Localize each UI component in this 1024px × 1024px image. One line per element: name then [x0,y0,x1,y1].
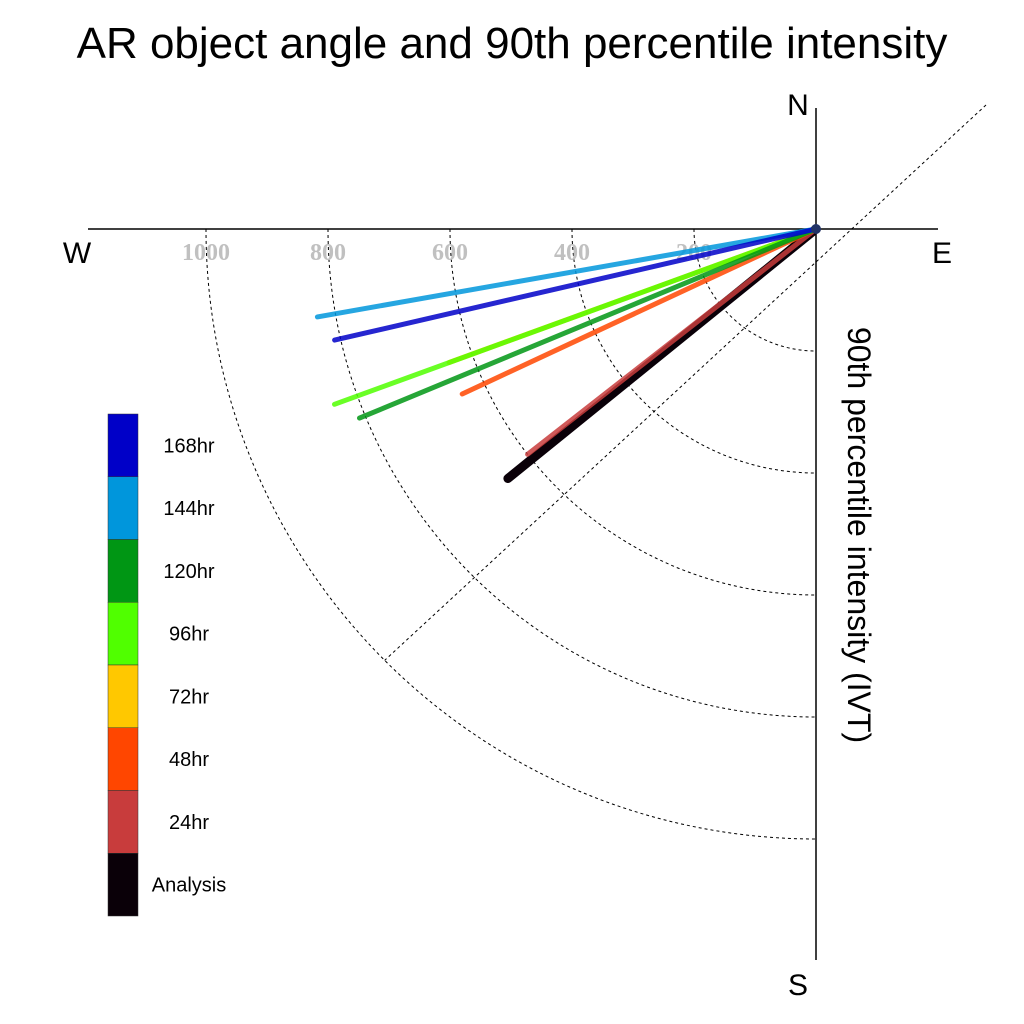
vector-168hr [332,226,819,343]
origin-marker [811,224,821,234]
radial-axis-label: 90th percentile intensity (IVT) [841,327,877,743]
vector-96hr [332,226,819,407]
south-label: S [788,969,808,1002]
vector-series [314,224,821,483]
legend-label-analysis: Analysis [152,875,226,897]
legend-label-144hr: 144hr [163,498,214,520]
grid-diagonal [384,104,987,661]
west-label: W [63,237,92,270]
legend-label-120hr: 120hr [163,561,214,583]
legend-swatch-72hr [107,664,139,728]
radial-tick-800: 800 [310,240,346,266]
radial-tick-600: 600 [432,240,468,266]
legend-label-168hr: 168hr [163,435,214,457]
vector-24hr [525,226,819,457]
legend-label-96hr: 96hr [169,624,209,646]
legend-label-48hr: 48hr [169,749,209,771]
legend-label-24hr: 24hr [169,812,209,834]
radial-tick-400: 400 [554,240,590,266]
legend-swatch-24hr [107,790,139,854]
chart-title: AR object angle and 90th percentile inte… [77,19,948,68]
vector-48hr [459,226,819,397]
legend-swatch-120hr [107,539,139,603]
vector-120hr [357,226,819,421]
grid-arc-1000 [205,228,817,840]
legend-swatch-48hr [107,727,139,791]
east-label: E [932,237,952,270]
north-label: N [787,89,809,122]
vector-144hr [314,226,819,320]
legend-swatch-168hr [107,413,139,477]
compass-axes [88,108,938,960]
radial-tick-1000: 1000 [182,240,230,266]
grid-arc-800 [327,228,817,718]
legend-swatch-96hr [107,602,139,666]
legend-swatch-analysis [107,853,139,917]
legend-label-72hr: 72hr [169,686,209,708]
legend-swatch-144hr [107,476,139,540]
legend: 168hr 144hr 120hr 96hr 72hr 48hr 24hr Analysis [107,413,226,917]
